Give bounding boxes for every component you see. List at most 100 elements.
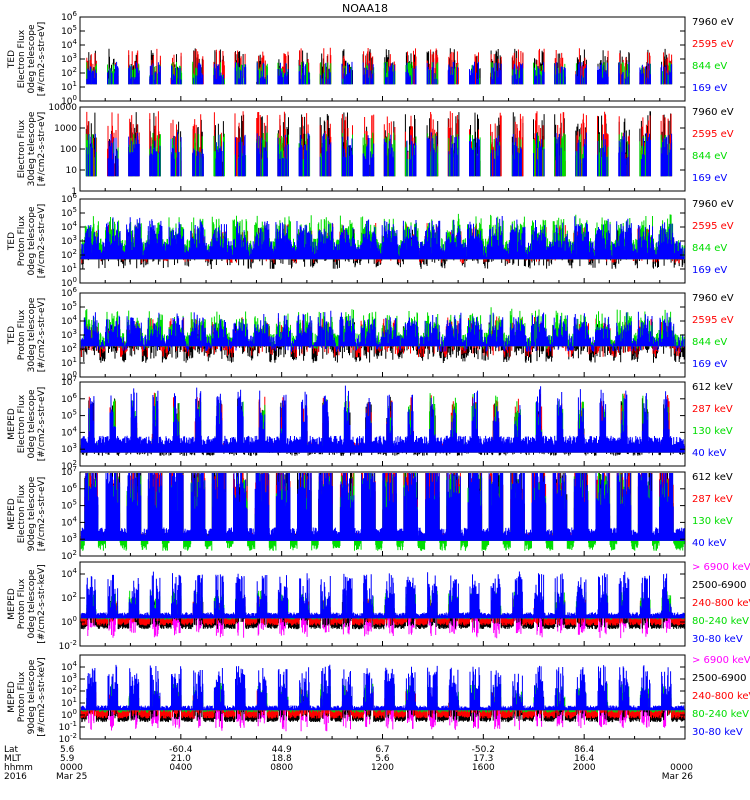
series-5-4	[80, 385, 685, 453]
y-axis-label: [#/cm2-s-str-eV]	[37, 204, 47, 279]
y-tick-label: 106	[61, 392, 77, 405]
series-7-5	[80, 571, 685, 619]
x-tick-label: Mar 26	[662, 772, 694, 782]
y-axis-label: 0deg telescope	[27, 389, 37, 459]
y-axis-label: Proton Flux	[17, 671, 27, 722]
x-tick-label: 1200	[371, 763, 394, 773]
panel-2: 1 10 100 1000 10000 Electron Flux 30deg telesc…	[17, 103, 734, 197]
y-tick-label: 101	[61, 356, 77, 369]
y-axis-label: Electron Flux	[17, 484, 27, 543]
legend-entry: 2595 eV	[692, 39, 734, 50]
legend-entry: 30-80 keV	[692, 727, 743, 738]
x-tick-label: 0000	[60, 763, 83, 773]
legend-entry: > 6900 keV	[692, 562, 750, 573]
y-axis-label: MEPED	[7, 408, 17, 440]
panel-frame	[79, 561, 686, 647]
series-8-5	[80, 664, 685, 711]
y-tick-label: 10-2	[59, 639, 77, 652]
legend-entry: 612 keV	[692, 472, 733, 483]
x-tick-label: -50.2	[472, 745, 495, 755]
legend-entry: 169 eV	[692, 173, 727, 184]
series-trace	[80, 385, 685, 453]
y-axis-label: MEPED	[7, 498, 17, 530]
y-axis-label: TED	[7, 232, 17, 251]
y-axis-label: MEPED	[7, 681, 17, 713]
x-tick-label: 6.7	[375, 745, 389, 755]
x-tick-label: 18.8	[272, 754, 292, 764]
legend-entry: 7960 eV	[692, 199, 734, 210]
y-tick-label: 105	[61, 409, 77, 422]
x-tick-label: 0400	[169, 763, 192, 773]
legend-entry: 130 keV	[692, 426, 733, 437]
y-axis-label: 0deg telescope	[27, 24, 37, 94]
legend-entry: 169 eV	[692, 359, 727, 370]
y-axis-label: Electron Flux	[17, 29, 27, 88]
y-axis-label: TED	[7, 326, 17, 345]
y-axis-label: Proton Flux	[17, 578, 27, 629]
chart-title: NOAA18	[342, 2, 388, 15]
x-tick-label: 44.9	[272, 745, 292, 755]
series-1-4	[86, 61, 673, 85]
y-tick-label: 104	[61, 314, 77, 327]
x-tick-label: 0000	[670, 763, 693, 773]
y-axis-label: [#/cm2-s-str-eV]	[37, 387, 47, 462]
y-tick-label: 100	[60, 145, 77, 155]
x-tick-label: 21.0	[171, 754, 191, 764]
y-tick-label: 106	[61, 192, 77, 205]
x-tick-label: 0800	[270, 763, 293, 773]
y-tick-label: 104	[61, 567, 77, 580]
legend-entry: > 6900 keV	[692, 655, 750, 666]
y-axis-label: Proton Flux	[17, 215, 27, 266]
y-tick-label: 103	[61, 52, 77, 65]
legend-entry: 240-800 keV	[692, 691, 750, 702]
y-axis-label: [#/cm2-s-str-keV]	[37, 564, 47, 643]
legend-entry: 7960 eV	[692, 293, 734, 304]
y-axis-label: Proton Flux	[17, 309, 27, 360]
x-tick-label: 5.6	[60, 745, 75, 755]
y-tick-label: 1000	[54, 124, 77, 134]
x-tick-label: Mar 25	[56, 772, 87, 782]
y-tick-label: 105	[61, 499, 77, 512]
y-axis-label: 0deg telescope	[27, 206, 37, 276]
y-axis-label: 90deg telescope	[27, 659, 37, 734]
x-tick-label: 17.3	[473, 754, 493, 764]
panel-frame	[79, 16, 686, 102]
y-axis-label: [#/cm2-s-str-eV]	[37, 298, 47, 373]
y-axis-label: Electron Flux	[17, 394, 27, 453]
y-tick-label: 102	[61, 342, 77, 355]
x-tick-label: 86.4	[574, 745, 594, 755]
y-tick-label: 103	[61, 234, 77, 247]
y-tick-label: 105	[61, 24, 77, 37]
y-tick-label: 105	[61, 300, 77, 313]
y-tick-label: 104	[61, 220, 77, 233]
y-tick-label: 102	[61, 66, 77, 79]
y-tick-label: 105	[61, 206, 77, 219]
series-trace	[80, 310, 685, 352]
x-tick-label: 2000	[573, 763, 596, 773]
y-axis-label: Electron Flux	[17, 119, 27, 178]
y-tick-label: 106	[61, 482, 77, 495]
y-axis-label: [#/cm2-s-str-eV]	[37, 112, 47, 187]
legend-entry: 7960 eV	[692, 17, 734, 28]
series-3-4	[80, 216, 685, 260]
y-tick-label: 104	[61, 515, 77, 528]
y-tick-label: 10000	[48, 103, 77, 113]
x-tick-label: 5.6	[375, 754, 390, 764]
x-row-label: 2016	[4, 772, 27, 782]
legend-entry: 80-240 keV	[692, 709, 749, 720]
legend-entry: 2500-6900	[692, 580, 747, 591]
y-tick-label: 101	[61, 80, 77, 93]
y-tick-label: 102	[61, 591, 77, 604]
legend-entry: 287 keV	[692, 404, 733, 415]
y-tick-label: 1	[71, 187, 77, 197]
y-tick-label: 103	[61, 328, 77, 341]
legend-entry: 130 keV	[692, 516, 733, 527]
series-4-4	[80, 310, 685, 352]
